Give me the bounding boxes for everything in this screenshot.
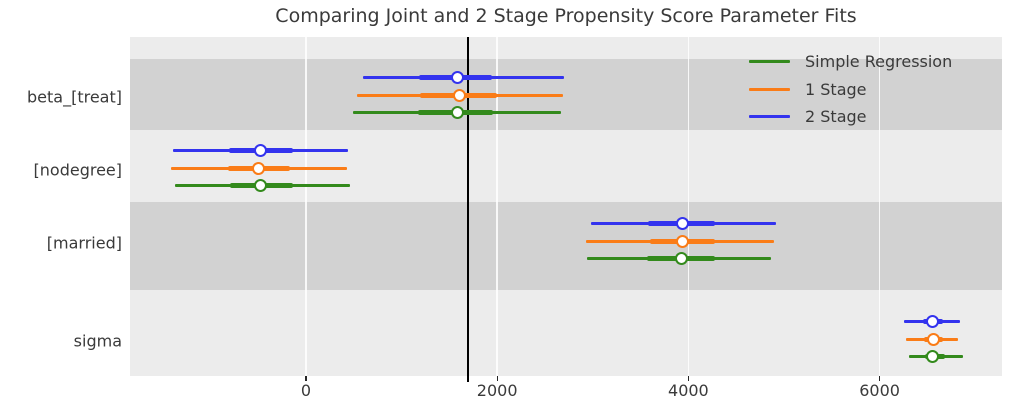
median-marker	[254, 179, 268, 192]
gridline	[496, 37, 498, 376]
legend-label-1-stage: 1 Stage	[805, 79, 867, 99]
x-tick	[305, 376, 307, 381]
band-shade-dark	[130, 59, 1002, 130]
median-marker	[451, 106, 465, 119]
band-shade-dark	[130, 202, 1002, 290]
gridline	[878, 37, 881, 376]
legend-entry-simple-regression: Simple Regression	[749, 48, 952, 76]
reference-line	[466, 37, 469, 382]
band-shade-light	[130, 37, 1002, 59]
x-tick	[687, 376, 689, 381]
median-marker	[254, 144, 268, 157]
chart-title: Comparing Joint and 2 Stage Propensity S…	[275, 5, 857, 27]
median-marker	[926, 350, 940, 363]
x-tick-label: 0	[300, 381, 312, 400]
x-tick-label: 2000	[476, 381, 518, 400]
median-marker	[926, 315, 940, 328]
legend-line-1-stage-icon	[749, 87, 790, 91]
x-tick-label: 6000	[859, 381, 900, 400]
y-axis-label--nodegree-: [nodegree]	[33, 160, 122, 180]
legend-line-simple-regression-icon	[749, 60, 790, 64]
median-marker	[675, 252, 689, 265]
band-shade-light	[130, 290, 1002, 376]
median-marker	[251, 161, 265, 175]
median-marker	[676, 234, 690, 248]
median-marker	[927, 332, 941, 346]
legend-label-simple-regression: Simple Regression	[805, 52, 953, 72]
legend-entry-1-stage: 1 Stage	[749, 76, 952, 104]
x-tick	[879, 376, 881, 381]
x-tick-label: 4000	[668, 381, 709, 400]
gridline	[687, 37, 690, 376]
legend-label-2-stage: 2 Stage	[805, 107, 867, 127]
legend-line-2-stage-icon	[749, 115, 790, 119]
x-tick	[496, 376, 498, 381]
y-axis-label-beta-treat-: beta_[treat]	[27, 87, 122, 107]
legend-entry-2-stage: 2 Stage	[749, 103, 952, 131]
legend: Simple Regression 1 Stage 2 Stage	[749, 48, 952, 131]
median-marker	[450, 71, 464, 84]
y-axis-label--married-: [married]	[46, 233, 122, 253]
median-marker	[676, 217, 690, 230]
y-axis-label-sigma: sigma	[73, 331, 122, 351]
median-marker	[453, 88, 467, 102]
gridline	[305, 37, 307, 376]
